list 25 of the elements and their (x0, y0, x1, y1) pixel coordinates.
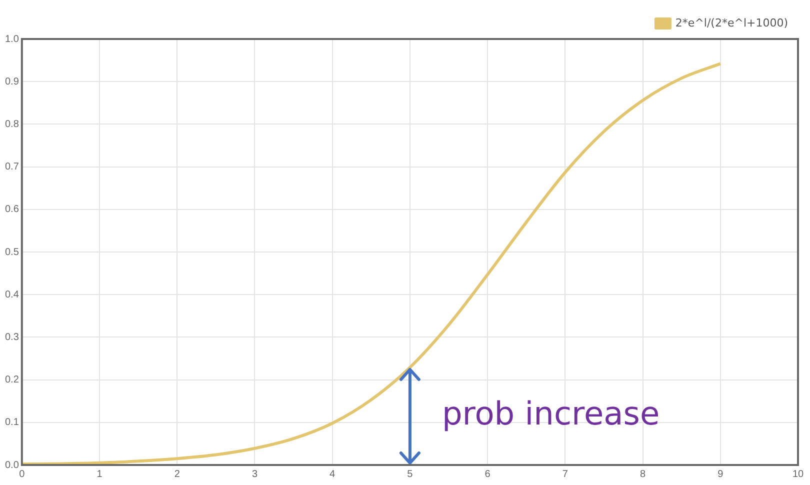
y-tick-label: 0.0 (4, 460, 20, 471)
line-series (22, 62, 722, 465)
y-tick-label: 0.9 (4, 76, 20, 88)
y-tick-label: 0.4 (4, 289, 20, 300)
y-tick-label: 0.5 (4, 246, 20, 258)
x-tick-label: 3 (252, 468, 258, 480)
annotation: prob increase (442, 394, 660, 433)
y-tick-label: 0.3 (4, 332, 20, 343)
x-tick-label: 9 (718, 468, 724, 480)
x-tick-label: 4 (330, 468, 336, 480)
x-tick-label: 8 (640, 468, 646, 480)
x-tick-label: 0 (19, 468, 26, 480)
y-tick-label: 0.2 (4, 374, 20, 386)
x-tick-label: 6 (484, 468, 491, 480)
x-tick-label: 1 (96, 468, 103, 480)
x-tick-label: 5 (407, 468, 414, 480)
x-tick-label: 2 (174, 468, 180, 480)
x-tick-label: 7 (562, 468, 568, 480)
x-tick-label: 10 (792, 468, 804, 480)
y-tick-label: 1.0 (4, 34, 20, 45)
y-tick-label: 0.6 (4, 204, 20, 216)
legend-label: 2*e^l/(2*e^l+1000) (675, 16, 788, 30)
y-tick-label: 0.1 (4, 417, 20, 428)
y-tick-label: 0.8 (4, 118, 20, 130)
y-tick-label: 0.7 (4, 162, 20, 173)
